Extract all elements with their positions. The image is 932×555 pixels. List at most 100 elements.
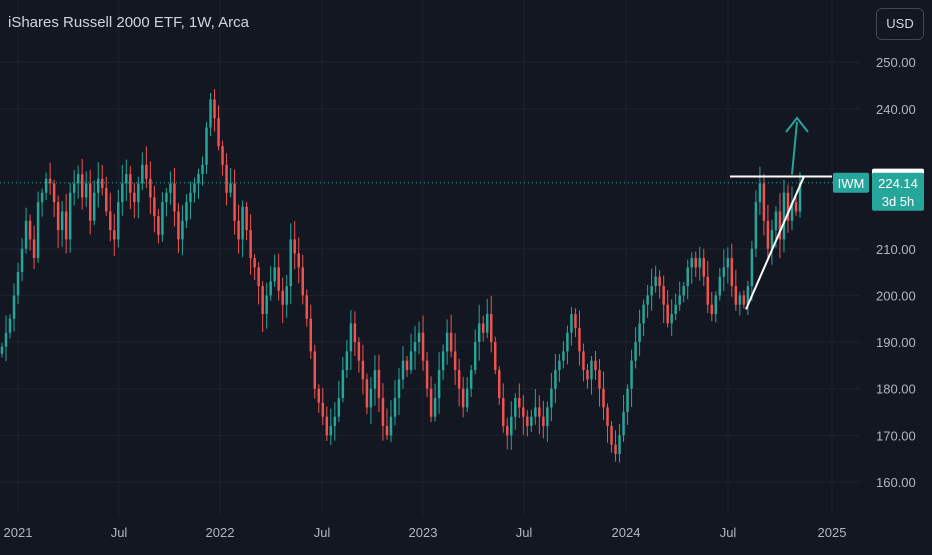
candle-body: [185, 202, 188, 221]
candle: [145, 146, 148, 188]
candle: [762, 173, 766, 236]
candle: [570, 306, 573, 346]
candle: [409, 333, 413, 375]
candle-body: [409, 351, 413, 371]
candle: [137, 176, 140, 219]
candle: [594, 351, 597, 380]
candle: [117, 189, 120, 248]
candle-body: [52, 183, 56, 203]
candle: [718, 267, 722, 301]
candle: [798, 172, 802, 218]
candle-body: [477, 323, 481, 343]
candle: [461, 376, 465, 418]
candle: [329, 408, 333, 446]
currency-button[interactable]: USD: [876, 8, 924, 40]
candle-body: [766, 220, 770, 249]
candle: [534, 388, 537, 425]
candle: [293, 221, 296, 270]
candle: [413, 325, 417, 370]
bar-countdown-label: 3d 5h: [882, 194, 915, 209]
candle-body: [269, 281, 272, 296]
candle: [129, 166, 132, 210]
candle: [562, 341, 565, 369]
time-tick-label: Jul: [314, 525, 331, 540]
candle-body: [506, 426, 509, 436]
price-tick-label: 170.00: [876, 428, 916, 443]
candle: [181, 205, 184, 256]
candle-body: [317, 388, 321, 403]
candle-body: [129, 174, 132, 193]
candle-body: [333, 416, 337, 427]
support-trendline[interactable]: [745, 176, 805, 310]
candle: [241, 200, 244, 258]
candle: [68, 182, 72, 253]
candle: [101, 165, 104, 196]
candle: [157, 208, 160, 244]
candle-body: [666, 304, 669, 324]
candle-body: [481, 323, 485, 333]
candle-body: [113, 230, 116, 240]
candle: [113, 213, 116, 256]
candle: [337, 380, 341, 423]
candle-body: [726, 258, 730, 268]
candle: [273, 254, 276, 287]
candle-body: [614, 444, 617, 455]
price-tick-label: 210.00: [876, 242, 916, 257]
candle-body: [630, 360, 633, 389]
candle-body: [722, 267, 726, 277]
candle-body: [562, 351, 565, 361]
candle-body: [253, 258, 256, 268]
candle-body: [678, 295, 681, 305]
candle-body: [578, 328, 581, 352]
candle-body: [654, 276, 657, 287]
candle: [289, 223, 292, 304]
breakout-arrow-shaft[interactable]: [791, 121, 798, 175]
candle: [353, 311, 357, 357]
candle-body: [173, 183, 176, 212]
candle: [105, 176, 108, 216]
candle: [221, 140, 224, 176]
candle-body: [602, 388, 605, 408]
candle-body: [289, 239, 292, 287]
candle-body: [570, 314, 573, 333]
candle-body: [261, 286, 264, 315]
candle: [217, 105, 220, 151]
candle-body: [626, 388, 629, 413]
candle-body: [538, 407, 541, 417]
candle: [44, 172, 48, 201]
breakout-arrow-head[interactable]: [785, 116, 809, 133]
candle-body: [273, 267, 276, 282]
candle: [313, 344, 317, 399]
candle-body: [381, 398, 385, 427]
candle: [357, 337, 361, 373]
candles: [0, 89, 802, 463]
candle-body: [181, 220, 184, 240]
price-tick-label: 190.00: [876, 335, 916, 350]
candle-body: [790, 202, 794, 221]
candle: [746, 280, 750, 316]
candle: [24, 207, 28, 254]
candle: [4, 315, 8, 361]
candle: [269, 266, 272, 301]
candle: [345, 339, 349, 378]
candle-body: [746, 286, 750, 305]
time-tick-label: Jul: [111, 525, 128, 540]
candle-body: [574, 314, 577, 329]
candle: [341, 356, 345, 403]
candle-body: [305, 295, 309, 319]
candle: [522, 395, 525, 435]
candle: [734, 269, 738, 311]
candle: [393, 380, 397, 426]
candle-body: [590, 360, 593, 380]
candle: [40, 188, 44, 217]
candle: [778, 193, 782, 259]
time-tick-label: 2025: [818, 525, 847, 540]
candle: [790, 186, 794, 231]
candle: [109, 192, 112, 242]
candle-body: [489, 314, 493, 343]
candle-body: [738, 295, 742, 305]
candle-body: [798, 182, 802, 212]
candle: [281, 277, 284, 324]
